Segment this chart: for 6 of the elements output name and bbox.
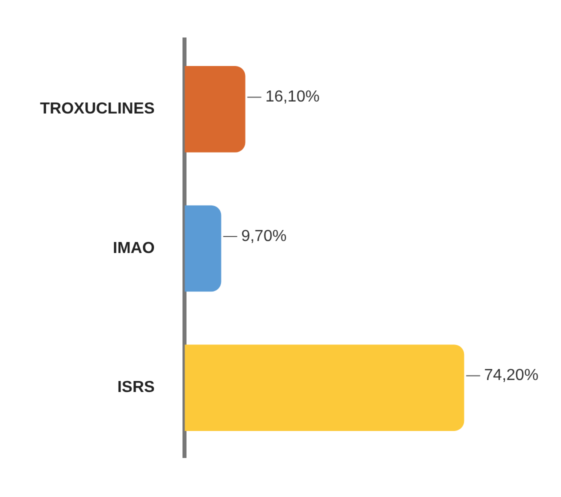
y-tick-label: ISRS — [117, 379, 155, 396]
y-tick-label: TROXUCLINES — [40, 100, 155, 118]
data-label: 9,70% — [241, 228, 287, 245]
data-label: 16,10% — [265, 88, 320, 106]
data-label: 74,20% — [484, 367, 538, 384]
y-tick-label: IMAO — [112, 240, 155, 257]
